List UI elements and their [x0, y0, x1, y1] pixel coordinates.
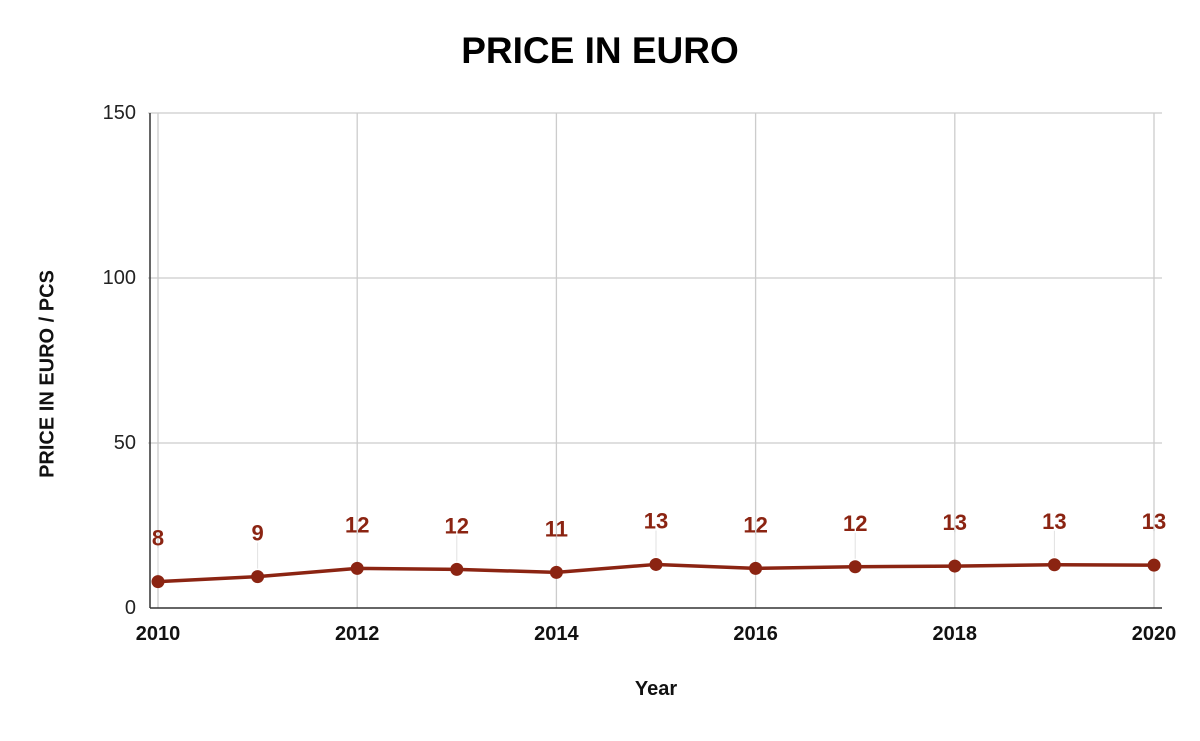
data-label: 13 — [1042, 509, 1066, 534]
data-point — [948, 559, 962, 573]
data-label: 12 — [345, 512, 369, 537]
data-label: 13 — [644, 508, 668, 533]
data-point — [649, 557, 663, 571]
data-point — [1047, 558, 1061, 572]
data-label: 12 — [743, 512, 767, 537]
data-point — [848, 560, 862, 574]
data-point — [749, 561, 763, 575]
data-point — [151, 575, 165, 589]
data-label: 11 — [545, 516, 568, 541]
x-tick-label: 2014 — [534, 623, 579, 645]
data-label: 13 — [943, 510, 967, 535]
data-point — [251, 570, 265, 584]
data-label: 13 — [1142, 509, 1166, 534]
data-label: 12 — [445, 513, 469, 538]
data-label: 12 — [843, 511, 867, 536]
chart-title: PRICE IN EURO — [461, 30, 739, 71]
data-point — [1147, 558, 1161, 572]
y-tick-label: 0 — [125, 597, 136, 619]
x-tick-label: 2016 — [733, 623, 778, 645]
x-tick-label: 2018 — [933, 623, 978, 645]
x-tick-label: 2012 — [335, 623, 380, 645]
data-point — [350, 561, 364, 575]
x-tick-label: 2020 — [1132, 623, 1177, 645]
y-tick-label: 50 — [114, 432, 136, 454]
y-tick-label: 150 — [103, 102, 136, 124]
data-point — [549, 565, 563, 579]
data-label: 8 — [152, 526, 164, 551]
x-tick-label: 2010 — [136, 623, 181, 645]
x-axis-label: Year — [634, 678, 678, 700]
y-tick-label: 100 — [103, 267, 136, 289]
data-label: 9 — [251, 521, 263, 546]
data-point — [450, 562, 464, 576]
